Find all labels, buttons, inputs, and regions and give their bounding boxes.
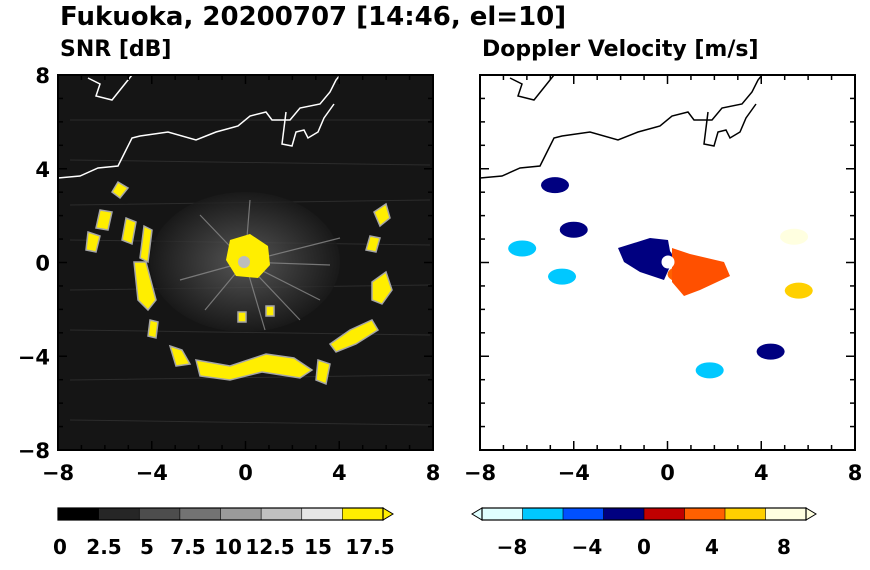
snr-y-tick-label: 4 [35,158,50,182]
doppler-colorbar-tick-label: −4 [572,535,603,559]
doppler-echo-region [784,282,813,299]
snr-colorbar-swatch [301,507,344,521]
snr-x-tick-label: 4 [332,461,347,485]
doppler-plot-area [480,75,855,450]
doppler-echo-region [541,177,569,194]
snr-colorbar-max-arrow [382,507,394,521]
snr-radar-site [238,256,250,268]
snr-colorbar-swatch [342,507,384,521]
snr-panel: SNR [dB] [18,37,441,485]
doppler-x-tick-label: 4 [754,461,769,485]
snr-colorbar-swatch [98,507,141,521]
snr-colorbar-tick-label: 12.5 [245,535,294,559]
snr-x-tick-label: −4 [136,461,168,485]
doppler-x-tick-label: 0 [660,461,675,485]
doppler-echo-region [508,240,537,257]
snr-colorbar-swatch [138,507,181,521]
snr-radial-spokes [179,199,341,331]
snr-colorbar-tick-label: 7.5 [170,535,205,559]
snr-colorbar-swatch [220,507,262,521]
doppler-echo-region [780,228,809,245]
doppler-radar-site [661,255,675,269]
snr-y-tick-label: 0 [35,252,50,276]
doppler-echo-region [695,362,724,379]
snr-colorbar-swatch [260,507,303,521]
doppler-colorbar-max-arrow [805,507,817,521]
snr-colorbar-tick-label: 10 [214,535,242,559]
snr-y-tick-label: −8 [18,439,50,463]
snr-x-tick-label: 0 [238,461,253,485]
doppler-colorbar-swatch [684,507,726,521]
snr-panel-title: SNR [dB] [60,37,171,62]
doppler-colorbar: −8 −4 0 4 8 [471,507,817,559]
snr-colorbar-swatch [179,507,222,521]
snr-colorbar-tick-label: 15 [304,535,332,559]
doppler-panel-title: Doppler Velocity [m/s] [482,37,759,62]
snr-colorbar-tick-label: 0 [53,535,67,559]
snr-axes: −8 −4 0 4 8 8 4 0 −4 −8 [18,64,441,485]
doppler-x-tick-label: 8 [848,461,863,485]
snr-colorbar-tick-label: 2.5 [86,535,121,559]
doppler-x-tick-label: −4 [558,461,590,485]
doppler-colorbar-swatch [562,507,605,521]
doppler-panel: Doppler Velocity [m/s] −8 −4 0 4 8 [464,37,862,485]
doppler-colorbar-tick-label: −8 [497,535,528,559]
snr-x-tick-label: 8 [426,461,441,485]
snr-x-tick-label: −8 [42,461,74,485]
snr-echo-ring [85,180,393,386]
doppler-colorbar-swatch [603,507,645,521]
doppler-center-inbound [618,238,672,280]
doppler-colorbar-swatch [643,507,686,521]
doppler-colorbar-swatch [522,507,564,521]
doppler-colorbar-tick-label: 8 [777,535,791,559]
doppler-colorbar-min-arrow [471,507,483,521]
doppler-colorbar-tick-label: 4 [705,535,719,559]
figure-title: Fukuoka, 20200707 [14:46, el=10] [60,2,566,32]
doppler-axes: −8 −4 0 4 8 [464,74,863,485]
doppler-colorbar-tick-label: 0 [637,535,651,559]
snr-colorbar-tick-label: 17.5 [345,535,394,559]
snr-y-tick-label: 8 [35,64,50,88]
snr-colorbar: 0 2.5 5 7.5 10 12.5 15 17.5 [53,507,395,559]
snr-plot-area [58,75,433,450]
doppler-center-outbound [672,248,730,296]
snr-center-echo [226,234,270,278]
snr-colorbar-swatch [57,507,100,521]
doppler-colorbar-swatch [765,507,807,521]
doppler-x-tick-label: −8 [464,461,496,485]
doppler-colorbar-swatch [481,507,524,521]
snr-y-tick-label: −4 [18,345,50,369]
doppler-colorbar-swatch [724,507,767,521]
snr-colorbar-tick-label: 5 [140,535,154,559]
doppler-echo-region [756,343,785,360]
doppler-echo-region [548,268,577,285]
doppler-echo-region [559,221,588,238]
